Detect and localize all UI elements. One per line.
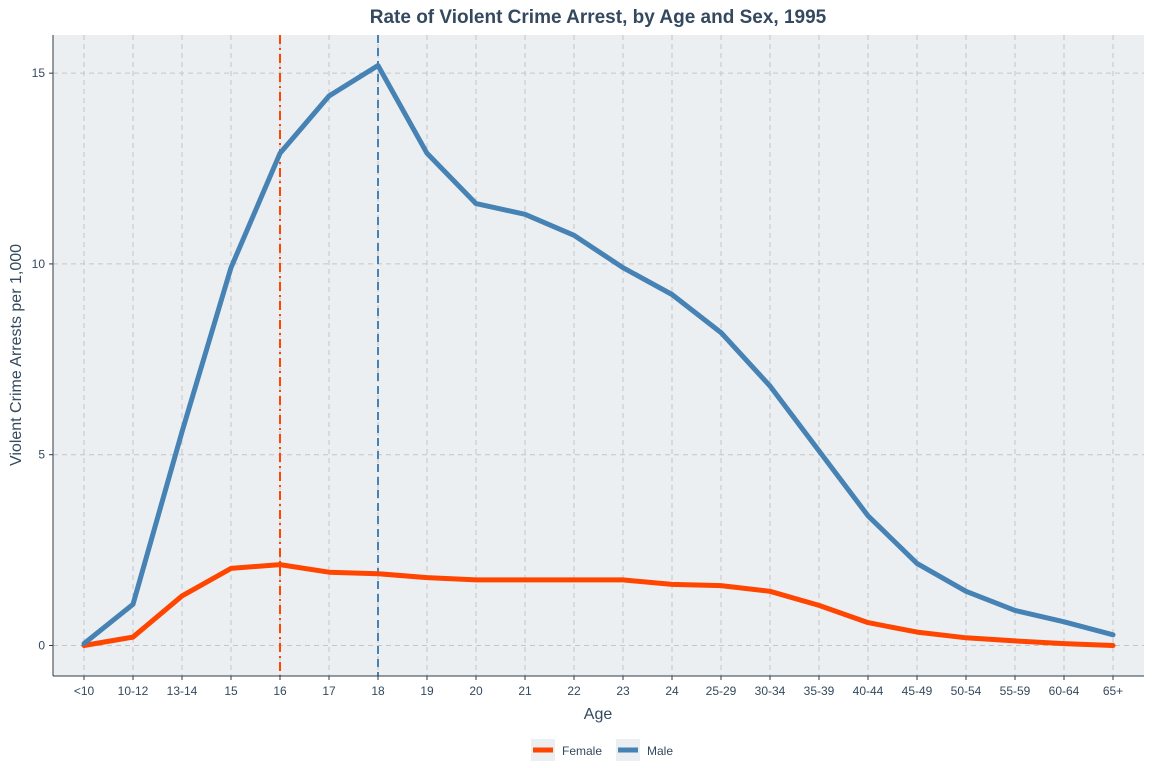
x-tick-label: 19 <box>420 684 434 698</box>
x-tick-label: 13-14 <box>167 684 198 698</box>
x-tick-label: 18 <box>371 684 385 698</box>
series-line-male <box>81 63 1116 647</box>
x-tick-label: 16 <box>273 684 287 698</box>
x-tick-label: 15 <box>224 684 238 698</box>
x-tick-label: 10-12 <box>118 684 149 698</box>
legend-label-male: Male <box>647 744 673 758</box>
x-tick-label: 30-34 <box>755 684 786 698</box>
x-tick-label: 17 <box>322 684 336 698</box>
y-tick-label: 0 <box>38 638 45 652</box>
reference-lines <box>279 35 379 676</box>
x-tick-label: 21 <box>518 684 532 698</box>
series-line-female <box>81 562 1116 648</box>
x-tick-label: 24 <box>665 684 679 698</box>
y-tick-label: 15 <box>32 66 46 80</box>
x-tick-label: 25-29 <box>706 684 737 698</box>
y-tick-label: 10 <box>32 257 46 271</box>
x-axis-ticks: <10 10-12 13-14 15 16 17 18 19 20 21 22 23 24 25-29 30… <box>74 676 1123 698</box>
x-tick-label: 45-49 <box>902 684 933 698</box>
x-tick-label: 22 <box>567 684 581 698</box>
x-tick-label: 35-39 <box>804 684 835 698</box>
legend: Female Male <box>531 739 673 761</box>
x-axis-title: Age <box>584 706 613 723</box>
x-tick-label: 55-59 <box>1000 684 1031 698</box>
x-tick-label: 50-54 <box>951 684 982 698</box>
y-axis-ticks: 0 5 10 15 <box>32 66 53 652</box>
series-layer <box>81 63 1116 648</box>
x-tick-label: 23 <box>616 684 630 698</box>
y-tick-label: 5 <box>38 448 45 462</box>
chart-title: Rate of Violent Crime Arrest, by Age and… <box>370 7 827 28</box>
y-axis-title: Violent Crime Arrests per 1,000 <box>8 244 25 466</box>
x-tick-label: 65+ <box>1103 684 1123 698</box>
x-tick-label: 60-64 <box>1049 684 1080 698</box>
x-tick-label: <10 <box>74 684 95 698</box>
legend-label-female: Female <box>562 744 602 758</box>
x-tick-label: 20 <box>469 684 483 698</box>
x-tick-label: 40-44 <box>853 684 884 698</box>
